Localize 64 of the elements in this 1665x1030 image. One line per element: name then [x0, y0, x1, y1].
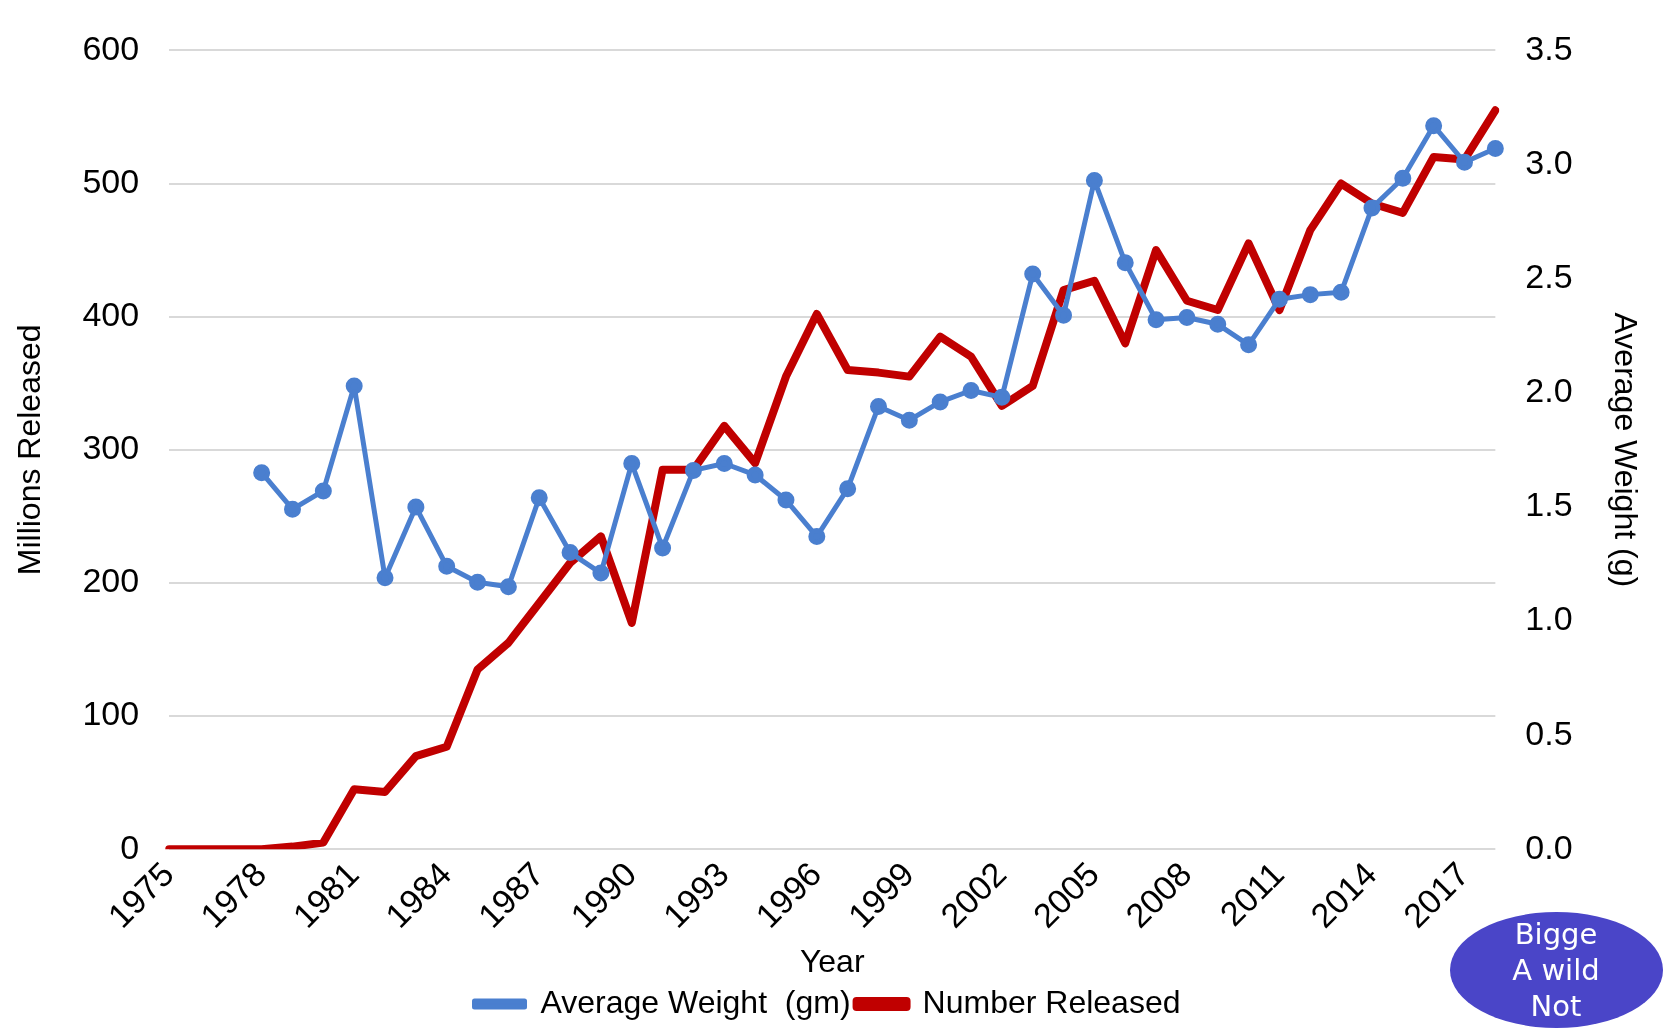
- y2-tick-label: 2.0: [1525, 371, 1573, 410]
- text: Not: [1529, 988, 1583, 1024]
- y2-tick-label: 3.0: [1525, 142, 1573, 181]
- y2-tick-label: 2.5: [1525, 257, 1573, 296]
- point: [1363, 199, 1381, 217]
- legend-label: Number Released: [922, 983, 1181, 1020]
- point: [1394, 169, 1412, 187]
- point: [1085, 172, 1103, 189]
- text: Bigge: [1513, 916, 1599, 952]
- text: A wild: [1511, 952, 1601, 988]
- point: [530, 489, 548, 507]
- point: [592, 564, 610, 582]
- y-tick-label: 600: [82, 28, 140, 67]
- point: [376, 569, 394, 587]
- legend-label: Average Weight (gm): [540, 983, 851, 1020]
- y-axis-title: Millions Released: [11, 324, 48, 576]
- point: [345, 377, 363, 395]
- point: [839, 480, 857, 498]
- point: [1425, 117, 1443, 135]
- point: [1116, 254, 1134, 272]
- point: [561, 544, 579, 562]
- point: [962, 381, 980, 399]
- y2-tick-label: 3.5: [1525, 28, 1573, 67]
- y-tick-label: 0: [120, 827, 140, 866]
- point: [1209, 315, 1227, 333]
- point: [931, 393, 949, 411]
- y-tick-label: 100: [82, 694, 140, 733]
- point: [1270, 290, 1288, 308]
- y2-tick-label: 1.0: [1525, 599, 1573, 638]
- point: [900, 411, 918, 429]
- point: [1240, 336, 1258, 354]
- point: [438, 557, 456, 575]
- point: [314, 482, 332, 500]
- point: [1455, 153, 1473, 171]
- point: [654, 539, 672, 557]
- y2-tick-label: 0.5: [1525, 713, 1573, 752]
- point: [870, 397, 887, 415]
- point: [623, 455, 641, 473]
- y-tick-label: 200: [82, 561, 140, 600]
- y-tick-label: 500: [82, 161, 140, 200]
- point: [777, 491, 795, 509]
- point: [993, 388, 1011, 406]
- point: [499, 578, 517, 596]
- point: [1486, 140, 1504, 158]
- point: [1055, 306, 1073, 324]
- x-axis-title: Year: [799, 942, 865, 979]
- point: [1024, 265, 1042, 283]
- point: [808, 528, 826, 546]
- point: [1332, 283, 1350, 301]
- y2-tick-label: 1.5: [1525, 485, 1573, 524]
- point: [253, 464, 271, 482]
- point: [684, 461, 702, 479]
- point: [1178, 308, 1196, 326]
- point: [1147, 311, 1165, 329]
- y-tick-label: 300: [82, 428, 140, 467]
- point: [715, 455, 733, 473]
- point: [284, 500, 301, 518]
- point: [407, 498, 425, 516]
- y2-tick-label: 0.0: [1525, 827, 1573, 866]
- y2-axis-title: Average Weight (g): [1607, 312, 1644, 588]
- point: [469, 573, 487, 591]
- point: [1301, 286, 1319, 304]
- y-tick-label: 400: [82, 295, 140, 334]
- point: [746, 466, 764, 484]
